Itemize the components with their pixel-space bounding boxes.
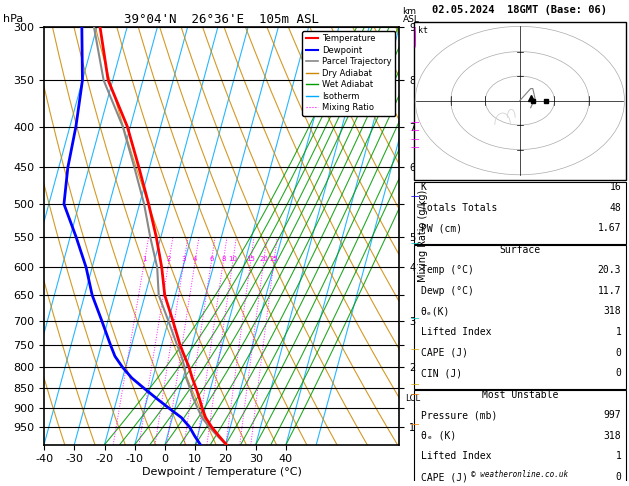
Text: 0: 0	[615, 472, 621, 482]
Text: θₑ (K): θₑ (K)	[421, 431, 456, 441]
Text: Surface: Surface	[499, 244, 540, 255]
Text: 8: 8	[221, 256, 226, 261]
Text: CIN (J): CIN (J)	[421, 368, 462, 378]
Text: 318: 318	[604, 431, 621, 441]
Text: |: |	[413, 31, 417, 41]
Text: 15: 15	[246, 256, 255, 261]
Text: 0: 0	[615, 347, 621, 358]
Text: 1.67: 1.67	[598, 223, 621, 233]
Text: 11.7: 11.7	[598, 286, 621, 296]
Text: 3: 3	[182, 256, 186, 261]
Text: —: —	[411, 126, 420, 136]
Text: CAPE (J): CAPE (J)	[421, 347, 467, 358]
Text: © weatheronline.co.uk: © weatheronline.co.uk	[471, 470, 569, 479]
Text: 1: 1	[615, 451, 621, 462]
Text: |: |	[413, 36, 417, 47]
Text: kt: kt	[418, 26, 428, 35]
Text: θₑ(K): θₑ(K)	[421, 306, 450, 316]
Text: 25: 25	[270, 256, 279, 261]
Text: 997: 997	[604, 410, 621, 420]
Text: Temp (°C): Temp (°C)	[421, 265, 474, 275]
Text: PW (cm): PW (cm)	[421, 223, 462, 233]
Bar	[414, 390, 626, 486]
Y-axis label: Mixing Ratio (g/kg): Mixing Ratio (g/kg)	[418, 190, 428, 282]
Text: Lifted Index: Lifted Index	[421, 327, 491, 337]
Text: K: K	[421, 182, 426, 192]
Bar	[414, 244, 626, 389]
Text: hPa: hPa	[3, 14, 23, 24]
Text: 02.05.2024  18GMT (Base: 06): 02.05.2024 18GMT (Base: 06)	[432, 5, 608, 15]
Text: —: —	[411, 345, 420, 354]
Text: —: —	[411, 390, 420, 399]
Text: 1: 1	[615, 327, 621, 337]
Text: Lifted Index: Lifted Index	[421, 451, 491, 462]
Text: 16: 16	[610, 182, 621, 192]
Text: 10: 10	[228, 256, 237, 261]
Bar	[414, 21, 626, 179]
Text: Pressure (mb): Pressure (mb)	[421, 410, 497, 420]
Text: 4: 4	[193, 256, 198, 261]
Text: 6: 6	[209, 256, 214, 261]
Text: —: —	[411, 135, 420, 144]
Text: Dewp (°C): Dewp (°C)	[421, 286, 474, 296]
Bar	[414, 182, 626, 243]
Text: LCL: LCL	[405, 394, 420, 403]
Text: CAPE (J): CAPE (J)	[421, 472, 467, 482]
Text: —: —	[411, 239, 420, 248]
Text: |: |	[413, 35, 417, 45]
Legend: Temperature, Dewpoint, Parcel Trajectory, Dry Adiabat, Wet Adiabat, Isotherm, Mi: Temperature, Dewpoint, Parcel Trajectory…	[303, 31, 395, 116]
Text: 20.3: 20.3	[598, 265, 621, 275]
X-axis label: Dewpoint / Temperature (°C): Dewpoint / Temperature (°C)	[142, 467, 302, 477]
Text: Most Unstable: Most Unstable	[482, 390, 558, 399]
Text: Totals Totals: Totals Totals	[421, 203, 497, 212]
Text: 318: 318	[604, 306, 621, 316]
Text: —: —	[411, 143, 420, 152]
Text: 1: 1	[142, 256, 147, 261]
Title: 39°04'N  26°36'E  105m ASL: 39°04'N 26°36'E 105m ASL	[124, 13, 320, 26]
Text: |: |	[413, 27, 417, 37]
Text: —: —	[411, 380, 420, 389]
Text: km
ASL: km ASL	[403, 7, 420, 24]
Text: —: —	[411, 118, 420, 127]
Text: —: —	[411, 192, 420, 202]
Text: 48: 48	[610, 203, 621, 212]
Text: —: —	[411, 314, 420, 323]
Text: 0: 0	[615, 368, 621, 378]
Text: 20: 20	[259, 256, 268, 261]
Text: —: —	[411, 420, 420, 430]
Text: 2: 2	[167, 256, 171, 261]
